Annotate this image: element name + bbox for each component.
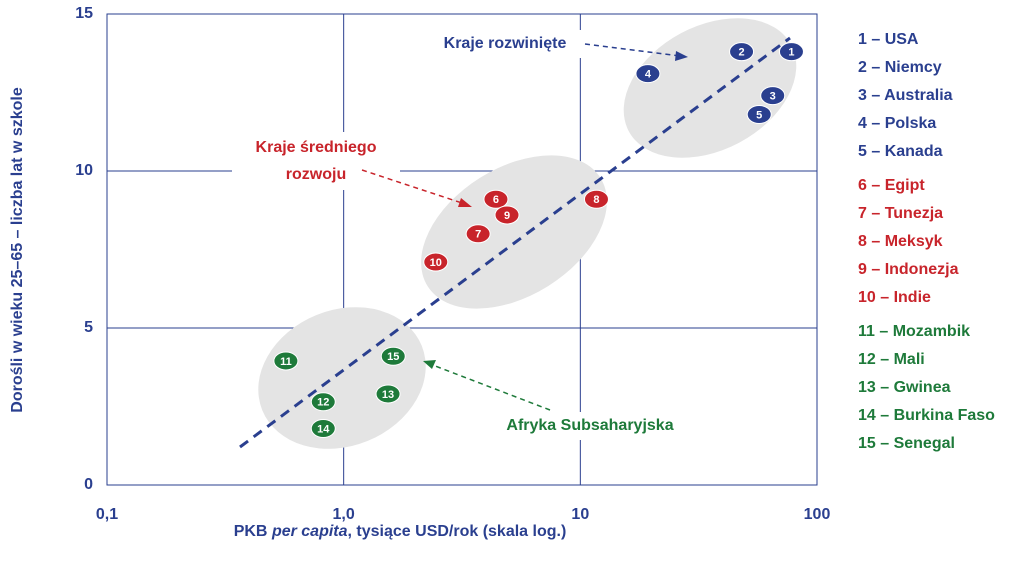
x-tick-label: 100 [804, 506, 831, 523]
y-tick-label: 15 [75, 5, 93, 22]
arrow-heads [423, 51, 688, 369]
point-label: 11 [280, 356, 292, 368]
y-tick-label: 5 [84, 319, 93, 336]
cluster [623, 18, 797, 158]
annotation-bg [484, 412, 696, 440]
point-label: 3 [770, 91, 776, 103]
point [494, 205, 520, 225]
point-label: 12 [317, 397, 329, 409]
legend-entry: 2 – Niemcy [858, 59, 942, 76]
point-label: 6 [493, 194, 499, 206]
point-label: 10 [430, 257, 442, 269]
legend-entry: 10 – Indie [858, 289, 931, 306]
legend-entry: 13 – Gwinea [858, 379, 951, 396]
point-label: 2 [738, 47, 744, 59]
trend-line [239, 36, 791, 449]
point-label: 7 [475, 229, 481, 241]
x-tick-label: 1,0 [333, 506, 355, 523]
point [729, 42, 755, 62]
legend-entry: 7 – Tunezja [858, 205, 943, 222]
point-label: 13 [382, 389, 394, 401]
y-axis-label: Dorośli w wieku 25–65 – liczba lat w szk… [9, 87, 26, 413]
annotation: Kraje średniego [256, 139, 377, 156]
annotation-bg [232, 132, 400, 190]
plot-border [106, 13, 818, 486]
point-label: 1 [788, 47, 794, 59]
point [635, 64, 661, 84]
point [583, 189, 609, 209]
arrow-head [458, 198, 472, 207]
point [375, 384, 401, 404]
x-axis-label-part: per capita [271, 523, 348, 540]
cluster [421, 155, 607, 309]
x-tick-label: 0,1 [96, 506, 118, 523]
arrow [361, 169, 466, 205]
point [310, 418, 336, 438]
x-tick-label: 10 [571, 506, 589, 523]
y-tick-label: 10 [75, 162, 93, 179]
legend-entry: 15 – Senegal [858, 435, 955, 452]
legend-entry: 5 – Kanada [858, 143, 943, 160]
y-tick-label: 0 [84, 476, 93, 493]
x-axis-label-part: PKB [234, 523, 272, 540]
point [483, 189, 509, 209]
x-axis-label: PKB per capita, tysiące USD/rok (skala l… [234, 523, 567, 540]
point [423, 252, 449, 272]
legend-entry: 6 – Egipt [858, 177, 925, 194]
legend-entry: 9 – Indonezja [858, 261, 959, 278]
annotation-bg [420, 30, 592, 58]
arrow [429, 363, 551, 411]
point-label: 5 [756, 109, 762, 121]
point-label: 14 [317, 423, 330, 435]
point-label: 9 [504, 210, 510, 222]
point-label: 4 [645, 69, 652, 81]
arrow-head [675, 51, 688, 61]
legend-entry: 1 – USA [858, 31, 919, 48]
legend-entry: 14 – Burkina Faso [858, 407, 995, 424]
annotation: rozwoju [286, 166, 346, 183]
legend-entry: 11 – Mozambik [858, 323, 970, 340]
legend-entry: 3 – Australia [858, 87, 953, 104]
point-label: 15 [387, 351, 399, 363]
legend-entry: 4 – Polska [858, 115, 936, 132]
arrow-head [423, 360, 436, 369]
legend-entry: 12 – Mali [858, 351, 925, 368]
cluster [258, 307, 426, 449]
point [310, 392, 336, 412]
point [746, 104, 772, 124]
arrow [584, 43, 681, 57]
point [273, 351, 299, 371]
point [465, 224, 491, 244]
point [380, 346, 406, 366]
point [778, 42, 804, 62]
x-axis-label-part: , tysiące USD/rok (skala log.) [348, 523, 567, 540]
point [760, 86, 786, 106]
point-label: 8 [593, 194, 599, 206]
legend-entry: 8 – Meksyk [858, 233, 943, 250]
arrows [361, 43, 681, 411]
annotation: Kraje rozwinięte [444, 35, 567, 52]
annotation: Afryka Subsaharyjska [506, 417, 673, 434]
